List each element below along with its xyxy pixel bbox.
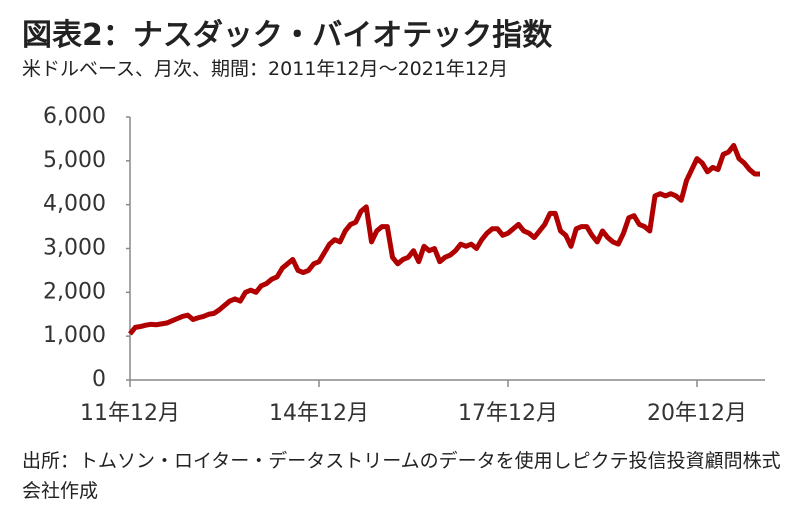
y-tick-label: 0 bbox=[92, 367, 106, 392]
data-line bbox=[128, 142, 760, 336]
x-tick-label: 14年12月 bbox=[269, 401, 369, 426]
x-tick-label: 11年12月 bbox=[80, 401, 180, 426]
y-tick-label: 4,000 bbox=[43, 192, 106, 217]
x-tick-label: 17年12月 bbox=[458, 401, 558, 426]
source-note: 出所：トムソン・ロイター・データストリームのデータを使用しピクテ投信投資顧問株式… bbox=[22, 450, 781, 502]
y-tick-label: 6,000 bbox=[43, 104, 106, 129]
x-tick-label: 20年12月 bbox=[647, 401, 747, 426]
y-tick-label: 1,000 bbox=[43, 323, 106, 348]
y-tick-label: 3,000 bbox=[43, 236, 106, 261]
y-tick-label: 2,000 bbox=[43, 279, 106, 304]
chart: 0 1,000 2,000 3,000 4,000 5,000 6,000 11年12月 14年… bbox=[43, 104, 765, 426]
y-tick-label: 5,000 bbox=[43, 148, 106, 173]
chart-title: 図表2：ナスダック・バイオテック指数 bbox=[22, 18, 553, 53]
chart-subtitle: 米ドルベース、月次、期間：2011年12月～2021年12月 bbox=[22, 58, 509, 80]
